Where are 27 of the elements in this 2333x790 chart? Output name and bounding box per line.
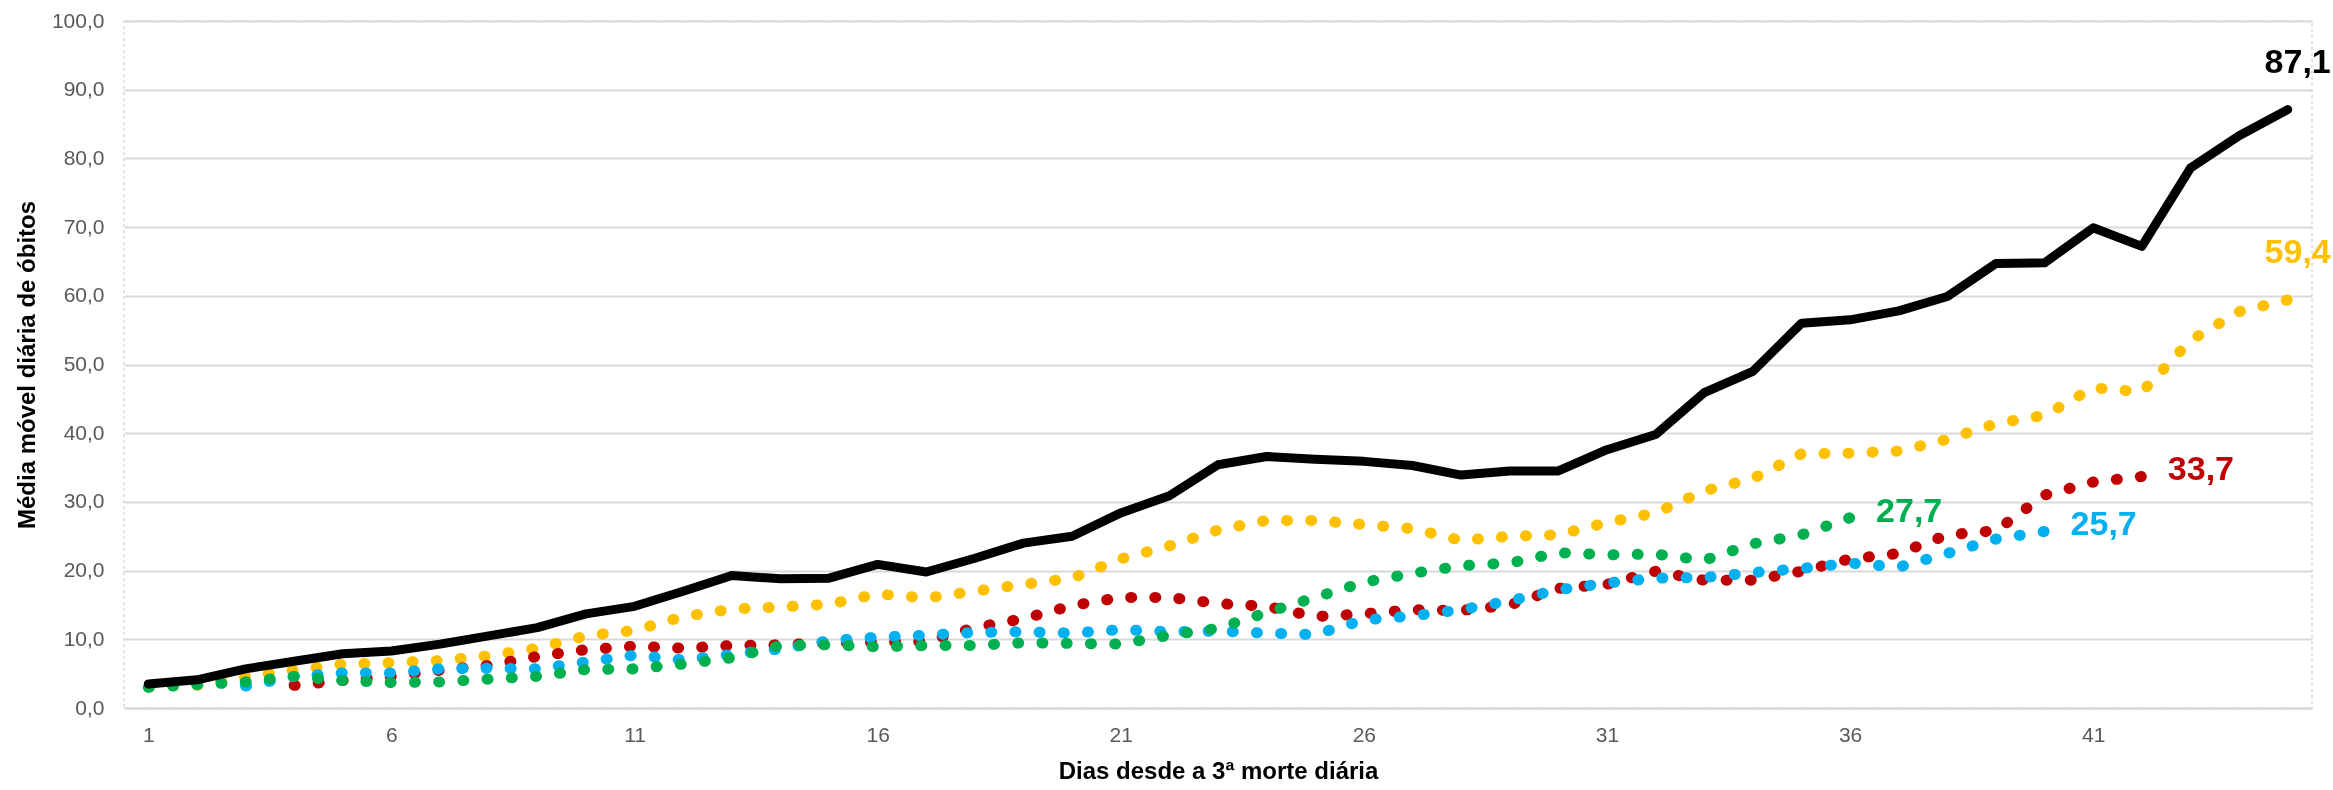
x-tick-label: 6 bbox=[386, 722, 398, 746]
y-tick-label: 100,0 bbox=[51, 8, 105, 32]
y-tick-label: 50,0 bbox=[63, 352, 105, 375]
y-tick-label: 40,0 bbox=[63, 420, 105, 444]
x-tick-label: 36 bbox=[1838, 722, 1863, 746]
y-tick-label: 90,0 bbox=[63, 77, 105, 101]
y-tick-label: 20,0 bbox=[63, 558, 105, 582]
y-tick-label: 30,0 bbox=[63, 489, 105, 513]
data-label: 59,4 bbox=[2264, 231, 2331, 270]
y-tick-label: 70,0 bbox=[63, 214, 105, 238]
x-tick-label: 11 bbox=[624, 722, 646, 746]
y-tick-label: 0,0 bbox=[75, 695, 105, 719]
data-label: 87,1 bbox=[2264, 41, 2331, 80]
y-tick-label: 10,0 bbox=[63, 626, 105, 650]
x-tick-label: 31 bbox=[1595, 722, 1620, 746]
x-tick-label: 1 bbox=[142, 722, 155, 746]
x-axis-title: Dias desde a 3ª morte diária bbox=[1058, 756, 1379, 784]
data-label: 25,7 bbox=[2070, 504, 2137, 543]
x-tick-label: 16 bbox=[866, 722, 890, 746]
data-label: 33,7 bbox=[2167, 449, 2235, 488]
x-tick-label: 26 bbox=[1352, 722, 1377, 746]
x-tick-label: 41 bbox=[2082, 722, 2106, 746]
x-tick-label: 21 bbox=[1109, 722, 1133, 746]
y-axis-title: Média móvel diária de óbitos bbox=[12, 200, 40, 530]
y-tick-label: 80,0 bbox=[63, 145, 105, 169]
y-tick-label: 60,0 bbox=[63, 283, 105, 307]
data-label: 27,7 bbox=[1876, 490, 1943, 529]
